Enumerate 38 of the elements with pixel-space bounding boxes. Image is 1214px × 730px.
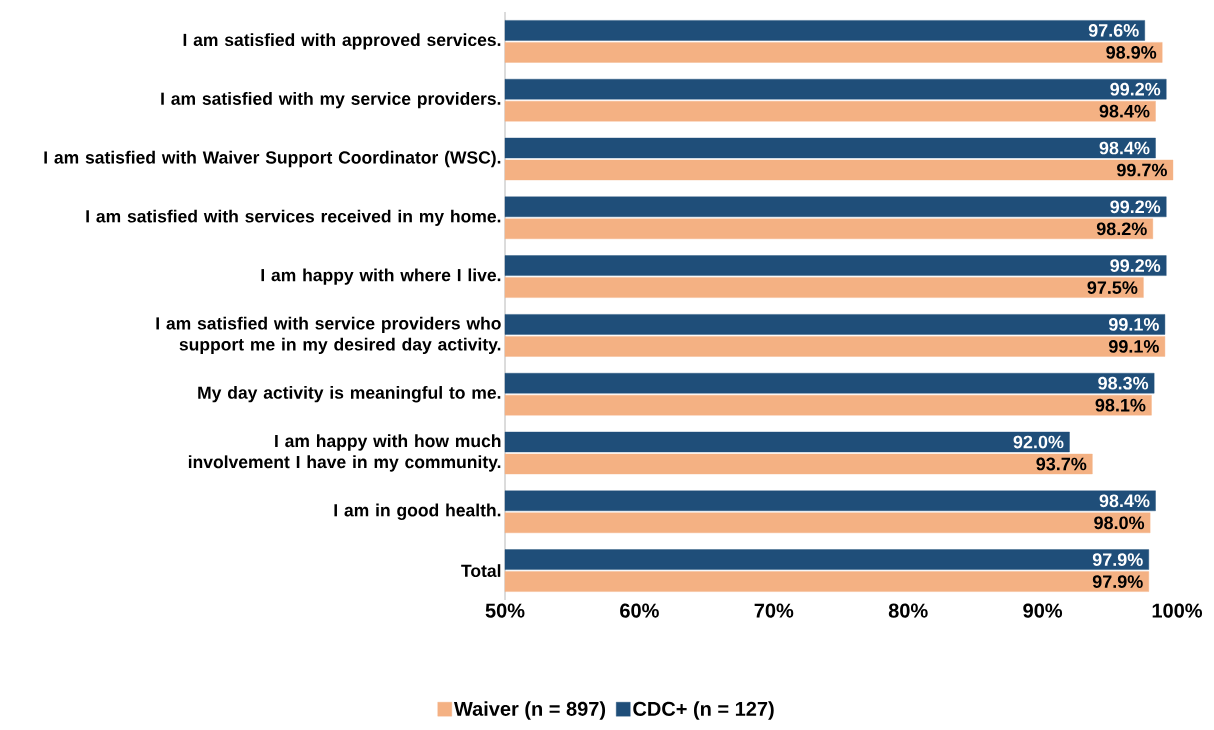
x-tick-label: 70% bbox=[754, 603, 794, 618]
legend-label: Waiver (n = 897) bbox=[453, 701, 606, 720]
data-label: 93.7% bbox=[1036, 457, 1087, 471]
x-tick-label: 50% bbox=[485, 603, 525, 618]
y-tick-label: I am satisfied with my service providers. bbox=[161, 92, 501, 109]
data-label: 97.9% bbox=[1092, 575, 1143, 588]
y-tick-label: I am in good health. bbox=[334, 503, 501, 520]
y-tick-label: I am satisfied with service providers who support me in my desired day activity. bbox=[156, 316, 501, 355]
data-label: 98.3% bbox=[1098, 376, 1149, 390]
x-tick-label: 60% bbox=[620, 603, 659, 618]
x-tick-label: 100% bbox=[1152, 603, 1203, 618]
data-label: 98.2% bbox=[1096, 222, 1147, 236]
data-label: 98.4% bbox=[1099, 494, 1150, 508]
data-label: 92.0% bbox=[1013, 435, 1064, 449]
y-tick-label: I am satisfied with Waiver Support Coordinator (WSC). bbox=[44, 150, 501, 168]
data-label: 97.5% bbox=[1087, 281, 1138, 294]
data-label: 98.0% bbox=[1094, 516, 1145, 530]
data-label: 99.7% bbox=[1117, 163, 1167, 177]
data-label: 97.6% bbox=[1088, 24, 1139, 37]
y-tick-label: My day activity is meaningful to me. bbox=[198, 386, 501, 403]
data-label: 98.9% bbox=[1106, 46, 1157, 59]
data-label: 99.2% bbox=[1110, 259, 1161, 272]
y-tick-label: I am satisfied with services received in my home. bbox=[86, 209, 501, 226]
data-label: 98.4% bbox=[1099, 104, 1150, 118]
data-label: 97.9% bbox=[1092, 553, 1143, 566]
y-tick-label: I am happy with how much involvement I have in my community. bbox=[188, 434, 501, 472]
data-label: 99.2% bbox=[1110, 200, 1161, 214]
data-label: 98.4% bbox=[1099, 141, 1150, 155]
data-label: 99.1% bbox=[1108, 340, 1159, 353]
y-tick-label: I am satisfied with approved services. bbox=[183, 33, 501, 50]
data-label: 98.1% bbox=[1095, 398, 1146, 412]
y-tick-label: Total bbox=[461, 564, 501, 578]
y-tick-label: I am happy with where I live. bbox=[261, 268, 501, 285]
x-tick-label: 80% bbox=[888, 603, 928, 618]
data-label: 99.1% bbox=[1108, 318, 1159, 331]
legend-label: CDC+ (n = 127) bbox=[633, 701, 774, 720]
x-tick-label: 90% bbox=[1023, 603, 1063, 618]
data-label: 99.2% bbox=[1110, 82, 1161, 96]
